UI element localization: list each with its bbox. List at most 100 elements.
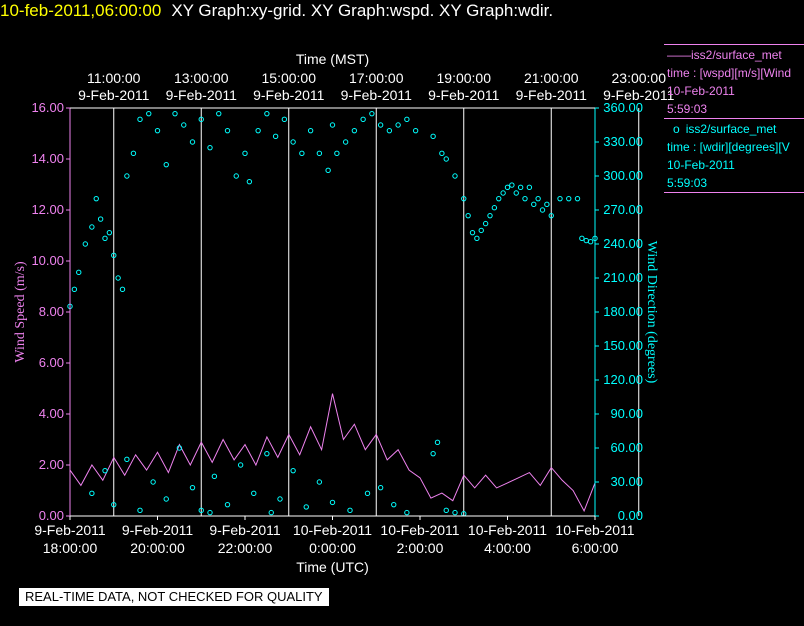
wind-direction-point	[351, 127, 358, 134]
wind-direction-point	[207, 144, 213, 151]
wind-direction-point	[233, 173, 239, 179]
wind-direction-point	[150, 479, 156, 485]
wind-direction-point	[290, 139, 296, 145]
wind-direction-point	[513, 190, 519, 196]
top-tick-date: 9-Feb-2011	[253, 87, 325, 103]
top-tick-date: 9-Feb-2011	[166, 87, 238, 103]
legend-speed-symbol: ——	[667, 48, 691, 62]
wind-direction-point	[198, 116, 204, 123]
wind-direction-point	[364, 490, 371, 497]
top-tick-time: 23:00:00	[612, 70, 667, 86]
wind-direction-point	[163, 496, 169, 502]
left-tick-label: 0.00	[39, 508, 64, 523]
wind-direction-point	[465, 212, 471, 219]
wind-direction-point	[377, 122, 384, 128]
wind-direction-point	[504, 184, 511, 191]
wind-direction-point	[360, 116, 366, 123]
wind-direction-point	[115, 275, 121, 281]
legend-divider-top	[664, 44, 804, 45]
wind-direction-point	[469, 229, 476, 236]
bottom-tick-date: 10-Feb-2011	[468, 522, 547, 538]
bottom-tick-date: 10-Feb-2011	[380, 522, 459, 538]
wind-direction-point	[452, 173, 458, 179]
right-tick-label: 240.00	[603, 236, 643, 251]
right-tick-label: 60.00	[610, 440, 643, 455]
wind-direction-point	[461, 195, 467, 202]
wind-direction-point	[531, 201, 537, 208]
right-tick-label: 300.00	[603, 168, 643, 183]
wind-direction-point	[111, 501, 117, 508]
wind-direction-point	[119, 286, 126, 293]
right-tick-label: 270.00	[603, 202, 643, 217]
wind-direction-point	[474, 235, 480, 242]
wind-direction-point	[224, 127, 231, 134]
wind-direction-point	[316, 479, 323, 485]
wind-direction-point	[566, 195, 572, 202]
bottom-tick-time: 2:00:00	[397, 540, 444, 556]
right-tick-label: 180.00	[603, 304, 643, 319]
wind-direction-point	[272, 133, 279, 140]
wind-direction-point	[111, 252, 117, 259]
top-tick-date: 9-Feb-2011	[428, 87, 500, 103]
header: 10-feb-2011,06:00:00 XY Graph:xy-grid. XY…	[0, 0, 553, 22]
wind-direction-point	[522, 195, 528, 202]
wind-direction-point	[82, 241, 89, 247]
wind-direction-point	[290, 467, 296, 474]
wind-direction-point	[539, 207, 546, 213]
legend-direction-title: o iss2/surface_met	[667, 120, 804, 138]
wind-direction-point	[404, 116, 410, 123]
top-tick-time: 15:00:00	[262, 70, 317, 86]
wind-direction-point	[526, 184, 533, 191]
left-tick-label: 16.00	[31, 100, 64, 115]
legend-speed-title: ——iss2/surface_met	[667, 46, 804, 64]
wind-direction-point	[535, 195, 541, 202]
wind-direction-point	[347, 507, 353, 514]
legend-direction-symbol: o	[673, 122, 680, 136]
bottom-tick-time: 18:00:00	[43, 540, 98, 556]
top-tick-date: 9-Feb-2011	[78, 87, 150, 103]
wind-direction-point	[482, 220, 489, 227]
right-tick-label: 90.00	[610, 406, 643, 421]
legend-speed-source: iss2/surface_met	[691, 48, 782, 62]
legend-divider-bottom	[664, 192, 804, 193]
wind-direction-point	[102, 235, 108, 242]
wind-direction-point	[443, 507, 449, 514]
top-tick-time: 21:00:00	[524, 70, 579, 86]
left-tick-label: 12.00	[31, 202, 64, 217]
header-timestamp: 10-feb-2011,06:00:00	[0, 1, 162, 20]
wind-direction-point	[71, 286, 78, 293]
wind-direction-point	[181, 122, 187, 128]
wind-direction-point	[124, 173, 130, 179]
left-tick-label: 14.00	[31, 151, 64, 166]
top-tick-date: 9-Feb-2011	[516, 87, 588, 103]
wind-direction-point	[412, 127, 419, 134]
legend-direction-date: 10-Feb-2011	[667, 158, 735, 172]
right-tick-label: 30.00	[610, 474, 643, 489]
right-tick-label: 360.00	[603, 100, 643, 115]
right-tick-label: 0.00	[618, 508, 643, 523]
bottom-axis-title: Time (UTC)	[296, 559, 369, 575]
wind-direction-point	[386, 127, 393, 134]
wind-direction-point	[237, 462, 244, 468]
top-tick-time: 11:00:00	[87, 70, 141, 86]
wind-direction-point	[496, 195, 502, 202]
wind-direction-point	[500, 190, 506, 196]
wind-direction-point	[172, 110, 178, 117]
left-tick-label: 10.00	[31, 253, 64, 268]
wind-direction-point	[124, 456, 130, 463]
wind-direction-point	[89, 490, 95, 497]
bottom-tick-date: 9-Feb-2011	[122, 522, 194, 538]
wind-direction-point	[264, 110, 270, 117]
wind-direction-point	[97, 216, 104, 222]
bottom-tick-date: 9-Feb-2011	[209, 522, 281, 538]
bottom-tick-time: 0:00:00	[309, 540, 356, 556]
quality-disclaimer: REAL-TIME DATA, NOT CHECKED FOR QUALITY	[19, 588, 329, 606]
wind-direction-point	[189, 139, 196, 145]
left-tick-label: 4.00	[39, 406, 64, 421]
bottom-tick-time: 4:00:00	[484, 540, 531, 556]
bottom-tick-date: 9-Feb-2011	[34, 522, 106, 538]
wind-direction-point	[163, 161, 169, 168]
right-tick-label: 210.00	[603, 270, 643, 285]
wind-direction-point	[137, 116, 143, 123]
